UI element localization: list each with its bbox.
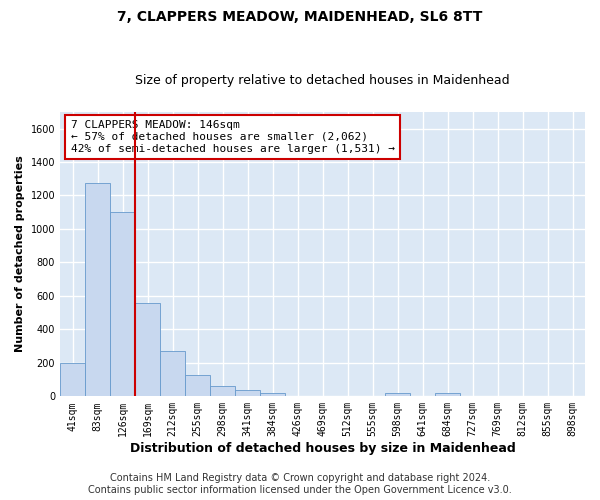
Text: 7, CLAPPERS MEADOW, MAIDENHEAD, SL6 8TT: 7, CLAPPERS MEADOW, MAIDENHEAD, SL6 8TT (118, 10, 482, 24)
Bar (385, 394, 410, 396)
Bar (235, 390, 260, 396)
Bar (60, 363, 85, 396)
Bar (135, 302, 160, 396)
Text: 7 CLAPPERS MEADOW: 146sqm
← 57% of detached houses are smaller (2,062)
42% of se: 7 CLAPPERS MEADOW: 146sqm ← 57% of detac… (71, 120, 395, 154)
Bar (435, 393, 460, 396)
Bar (210, 386, 235, 396)
Title: Size of property relative to detached houses in Maidenhead: Size of property relative to detached ho… (135, 74, 510, 87)
Bar (260, 393, 285, 396)
Bar (185, 376, 210, 396)
Bar (85, 183, 110, 396)
Y-axis label: Number of detached properties: Number of detached properties (15, 156, 25, 352)
Bar (160, 351, 185, 397)
Bar (110, 212, 135, 396)
Text: Contains HM Land Registry data © Crown copyright and database right 2024.
Contai: Contains HM Land Registry data © Crown c… (88, 474, 512, 495)
X-axis label: Distribution of detached houses by size in Maidenhead: Distribution of detached houses by size … (130, 442, 515, 455)
